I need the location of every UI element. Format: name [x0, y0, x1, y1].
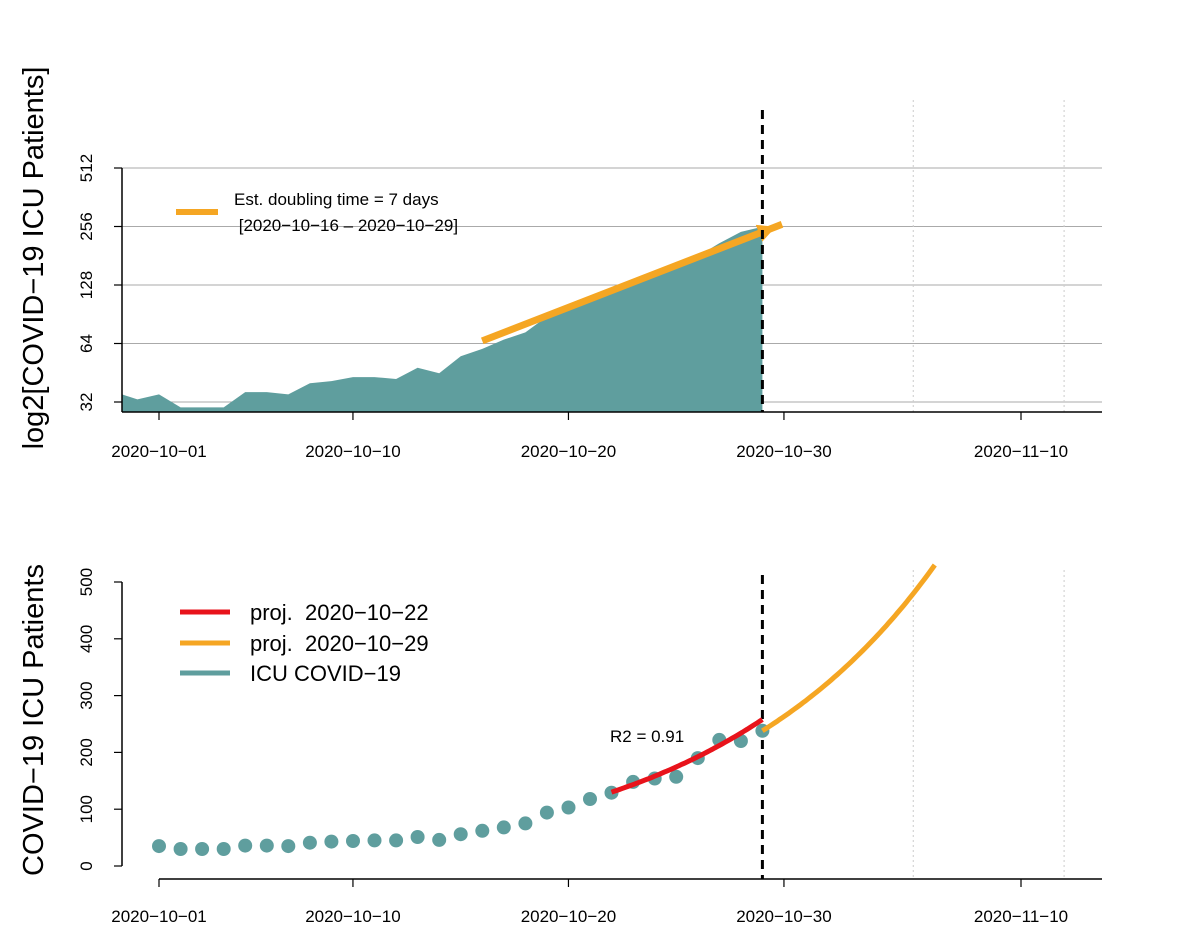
bottom-data-point-3: [216, 842, 231, 856]
bottom-data-point-20: [583, 792, 597, 806]
bottom-data-point-13: [432, 832, 447, 847]
bottom-data-point-11: [389, 833, 404, 848]
bottom-data-point-4: [238, 838, 253, 853]
bottom-data-point-5: [259, 838, 274, 853]
bottom-x-ticks: 2020−10−01 2020−10−10 2020−10−20 2020−10−30…: [111, 879, 1068, 926]
bottom-x-tick-label-1: 2020−10−10: [305, 907, 401, 926]
bottom-axes: [121, 582, 1102, 880]
legend-label-orange: proj. 2020−10−29: [250, 631, 429, 656]
top-y-tick-label-512: 512: [77, 154, 96, 182]
bottom-projection-red: [610, 717, 764, 795]
bottom-data-point-7: [302, 835, 317, 850]
bottom-y-tick-label-0: 0: [77, 861, 96, 870]
r2-annotation: R2 = 0.91: [610, 727, 684, 746]
bottom-data-point-19: [561, 800, 576, 815]
bottom-legend: proj. 2020−10−22 proj. 2020−10−29 ICU CO…: [180, 600, 429, 686]
top-y-tick-label-256: 256: [77, 212, 96, 240]
bottom-y-tick-label-200: 200: [77, 738, 96, 766]
bottom-x-tick-label-3: 2020−10−30: [736, 907, 832, 926]
bottom-y-tick-label-500: 500: [77, 568, 96, 596]
top-y-axis-label: log2[COVID−19 ICU Patients]: [18, 67, 50, 450]
bottom-y-ticks: 0 100 200 300 400 500: [77, 568, 122, 871]
bottom-x-tick-label-0: 2020−10−01: [111, 907, 207, 926]
bottom-data-point-0: [152, 839, 166, 854]
bottom-data-point-16: [496, 820, 511, 835]
bottom-data-point-17: [518, 816, 533, 831]
bottom-x-tick-label-4: 2020−11−10: [974, 907, 1068, 926]
top-x-tick-label-3: 2020−10−30: [736, 442, 832, 461]
bottom-y-tick-label-100: 100: [77, 795, 96, 823]
bottom-data-point-18: [539, 805, 554, 820]
bottom-data-point-8: [324, 834, 339, 849]
legend-label-red: proj. 2020−10−22: [250, 600, 429, 625]
bottom-x-tick-label-2: 2020−10−20: [521, 907, 617, 926]
bottom-y-tick-label-400: 400: [77, 625, 96, 653]
bottom-data-point-15: [475, 823, 490, 838]
bottom-y-tick-label-300: 300: [77, 681, 96, 709]
bottom-data-point-1: [173, 842, 188, 856]
bottom-data-point-6: [281, 839, 296, 854]
top-x-tick-label-0: 2020−10−01: [111, 442, 207, 461]
top-doubling-fit-arrowhead: [755, 224, 776, 242]
top-y-ticks: 32 64 128 256 512: [77, 154, 122, 412]
top-x-tick-label-1: 2020−10−10: [305, 442, 401, 461]
top-x-ticks: 2020−10−01 2020−10−10 2020−10−20 2020−10−30…: [111, 412, 1068, 461]
bottom-data-point-14: [453, 827, 468, 842]
top-legend: Est. doubling time = 7 days [2020−10−16 …: [176, 190, 458, 235]
bottom-data-point-2: [195, 842, 210, 856]
top-dotted-gridlines: [912, 100, 1065, 412]
legend-label-teal: ICU COVID−19: [250, 661, 401, 686]
top-gridlines: [122, 167, 1102, 403]
bottom-data-point-24: [669, 769, 684, 784]
top-y-tick-label-128: 128: [77, 271, 96, 299]
top-doubling-fit-line: [480, 221, 784, 345]
bottom-data-point-12: [410, 830, 425, 844]
top-legend-line2: [2020−10−16 – 2020−10−29]: [234, 216, 458, 235]
top-y-tick-label-64: 64: [77, 334, 96, 353]
bottom-data-point-9: [346, 834, 360, 848]
top-y-tick-label-32: 32: [77, 393, 96, 412]
top-x-tick-label-2: 2020−10−20: [521, 442, 617, 461]
top-x-tick-label-4: 2020−11−10: [974, 442, 1068, 461]
bottom-data-point-10: [367, 833, 382, 848]
top-area-series: [122, 226, 763, 412]
bottom-y-axis-label: COVID−19 ICU Patients: [18, 564, 50, 876]
bottom-dotted-gridlines: [912, 570, 1065, 879]
top-axes: [121, 168, 1102, 413]
top-legend-line1: Est. doubling time = 7 days: [234, 190, 439, 209]
bottom-projection-orange: [761, 563, 937, 733]
